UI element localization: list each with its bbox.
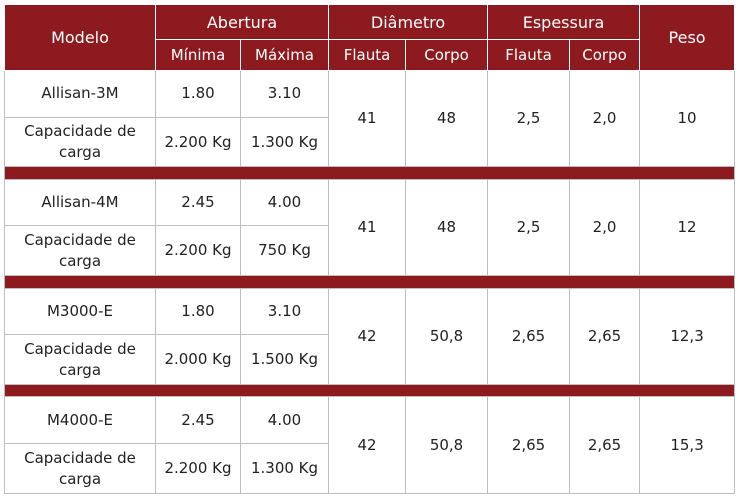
capacidade-minima: 2.200 Kg: [155, 443, 241, 494]
table-row: Capacidade de carga 2.200 Kg 1.300 Kg: [4, 116, 735, 168]
spec-table: Modelo Abertura Diâmetro Espessura Peso …: [3, 4, 736, 494]
header-espessura: Espessura: [487, 4, 641, 40]
subheader-diametro-corpo: Corpo: [405, 39, 489, 71]
capacidade-minima: 2.000 Kg: [155, 334, 241, 386]
table-row: M4000-E 2.45 4.00 42 50,8 2,65 2,65 15,3: [4, 396, 736, 494]
table-row: Allisan-3M 1.80 3.10 41 48 2,5 2,0 10: [4, 69, 736, 168]
espessura-corpo: 2,65: [569, 287, 641, 386]
table-row: Allisan-4M 2.45 4.00 41 48 2,5 2,0 12: [4, 178, 736, 277]
espessura-corpo: 2,0: [569, 69, 641, 168]
header-modelo: Modelo: [4, 4, 156, 71]
abertura-maxima: 4.00: [239, 396, 330, 445]
subheader-minima: Mínima: [155, 39, 241, 71]
espessura-flauta: 2,5: [487, 178, 571, 277]
espessura-corpo: 2,65: [569, 396, 641, 494]
peso-value: 10: [639, 69, 736, 168]
peso-value: 12,3: [639, 287, 736, 386]
abertura-maxima: 4.00: [239, 178, 330, 227]
abertura-minima: 2.45: [155, 396, 241, 445]
diametro-corpo: 48: [405, 178, 489, 277]
model-name: M4000-E: [4, 396, 156, 445]
subheader-diametro-flauta: Flauta: [328, 39, 407, 71]
capacidade-maxima: 1.300 Kg: [239, 116, 330, 168]
capacidade-minima: 2.200 Kg: [155, 225, 241, 277]
peso-value: 12: [639, 178, 736, 277]
diametro-corpo: 50,8: [405, 287, 489, 386]
abertura-maxima: 3.10: [239, 70, 330, 118]
subheader-espessura-corpo: Corpo: [569, 39, 641, 71]
table-row: Capacidade de carga 2.200 Kg 750 Kg: [4, 225, 735, 277]
row-separator: [3, 275, 736, 289]
header-diametro: Diâmetro: [328, 4, 489, 40]
table-row: M3000-E 1.80 3.10 42 50,8 2,65 2,65 12,3: [4, 287, 736, 386]
diametro-flauta: 41: [328, 69, 407, 168]
capacidade-label: Capacidade de carga: [4, 225, 156, 277]
capacidade-maxima: 1.500 Kg: [239, 334, 330, 386]
row-separator: [3, 166, 736, 180]
row-separator: [3, 384, 736, 398]
abertura-minima: 2.45: [155, 178, 241, 227]
capacidade-minima: 2.200 Kg: [155, 116, 241, 168]
espessura-flauta: 2,65: [487, 287, 571, 386]
header-peso: Peso: [639, 4, 736, 71]
subheader-espessura-flauta: Flauta: [487, 39, 571, 71]
abertura-minima: 1.80: [155, 287, 241, 336]
espessura-flauta: 2,5: [487, 69, 571, 168]
abertura-maxima: 3.10: [239, 287, 330, 336]
table-row: Capacidade de carga 2.200 Kg 1.300 Kg: [4, 443, 735, 494]
abertura-minima: 1.80: [155, 70, 241, 118]
model-name: Allisan-3M: [4, 70, 156, 118]
model-name: M3000-E: [4, 287, 156, 336]
model-name: Allisan-4M: [4, 178, 156, 227]
espessura-corpo: 2,0: [569, 178, 641, 277]
capacidade-maxima: 750 Kg: [239, 225, 330, 277]
capacidade-label: Capacidade de carga: [4, 334, 156, 386]
peso-value: 15,3: [639, 396, 736, 494]
diametro-flauta: 42: [328, 396, 407, 494]
espessura-flauta: 2,65: [487, 396, 571, 494]
subheader-maxima: Máxima: [239, 39, 330, 71]
diametro-flauta: 41: [328, 178, 407, 277]
capacidade-label: Capacidade de carga: [4, 443, 156, 494]
diametro-flauta: 42: [328, 287, 407, 386]
diametro-corpo: 50,8: [405, 396, 489, 494]
diametro-corpo: 48: [405, 69, 489, 168]
capacidade-maxima: 1.300 Kg: [239, 443, 330, 494]
header-abertura: Abertura: [154, 4, 330, 40]
capacidade-label: Capacidade de carga: [4, 116, 156, 168]
table-row: Capacidade de carga 2.000 Kg 1.500 Kg: [4, 334, 735, 386]
